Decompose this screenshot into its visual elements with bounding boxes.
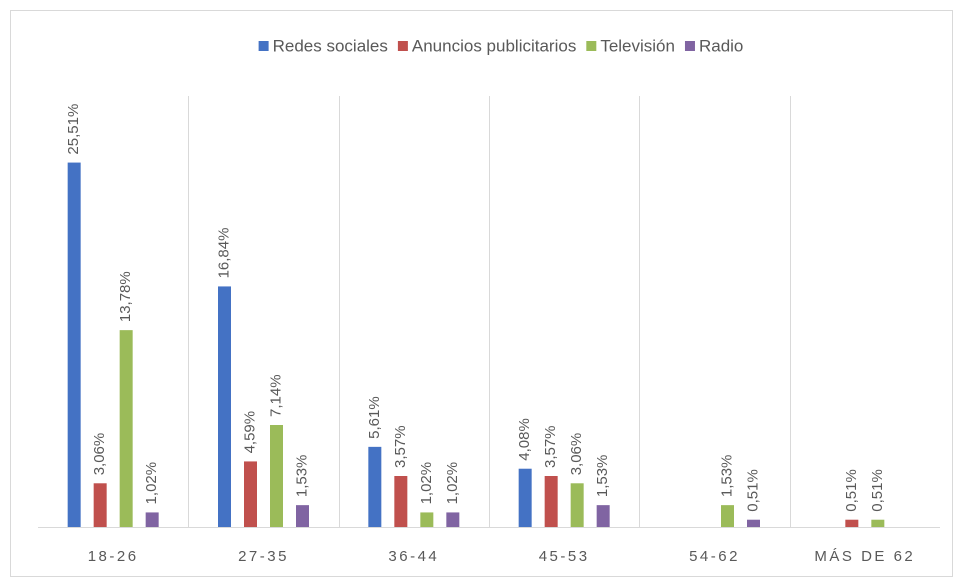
chart-frame [10, 10, 953, 577]
bar [296, 505, 309, 527]
data-label: 25,51% [65, 104, 82, 155]
legend-label: Redes sociales [273, 36, 388, 55]
x-tick-label: 36-44 [388, 548, 439, 565]
data-label: 3,57% [542, 425, 559, 468]
bar [570, 483, 584, 527]
x-tick-label: 18-26 [88, 548, 139, 565]
data-label: 0,51% [869, 469, 886, 512]
bar [218, 286, 231, 527]
data-label: 7,14% [267, 374, 284, 417]
data-label: 4,08% [516, 418, 533, 461]
legend-label: Televisión [600, 36, 675, 55]
data-label: 0,51% [744, 469, 761, 512]
data-label: 1,02% [444, 462, 461, 505]
legend-swatch [258, 41, 269, 51]
legend-swatch [586, 41, 597, 51]
data-label: 1,02% [418, 462, 435, 505]
legend-swatch [397, 41, 408, 51]
bar [871, 519, 885, 527]
data-label: 16,84% [215, 228, 232, 279]
data-label: 1,53% [293, 455, 310, 498]
data-label: 4,59% [241, 411, 258, 454]
data-label: 3,06% [568, 433, 585, 476]
bar [368, 446, 382, 527]
legend-swatch [684, 41, 695, 51]
data-label: 1,53% [718, 455, 735, 498]
x-tick-label: 27-35 [238, 548, 289, 565]
bar [270, 425, 283, 527]
bar [119, 330, 133, 527]
x-tick-label: 45-53 [539, 548, 590, 565]
legend-label: Radio [699, 36, 743, 55]
bar [394, 476, 408, 527]
bar [518, 468, 532, 527]
bar [145, 512, 159, 527]
data-label: 5,61% [366, 396, 383, 439]
data-label: 13,78% [117, 271, 134, 322]
data-label: 0,51% [843, 469, 860, 512]
bar [244, 461, 257, 527]
x-tick-label: 54-62 [689, 548, 740, 565]
bar [93, 483, 107, 527]
bar [67, 162, 81, 528]
bar [845, 519, 859, 527]
data-label: 1,02% [143, 462, 160, 505]
bar [446, 512, 460, 527]
legend-label: Anuncios publicitarios [412, 36, 576, 55]
bar [596, 505, 610, 527]
data-label: 3,06% [91, 433, 108, 476]
x-tick-label: MÁS DE 62 [814, 548, 915, 565]
data-label: 3,57% [392, 425, 409, 468]
bar [420, 512, 434, 527]
bar [544, 476, 558, 527]
data-label: 1,53% [594, 455, 611, 498]
bar [747, 519, 760, 527]
bar [721, 505, 734, 527]
